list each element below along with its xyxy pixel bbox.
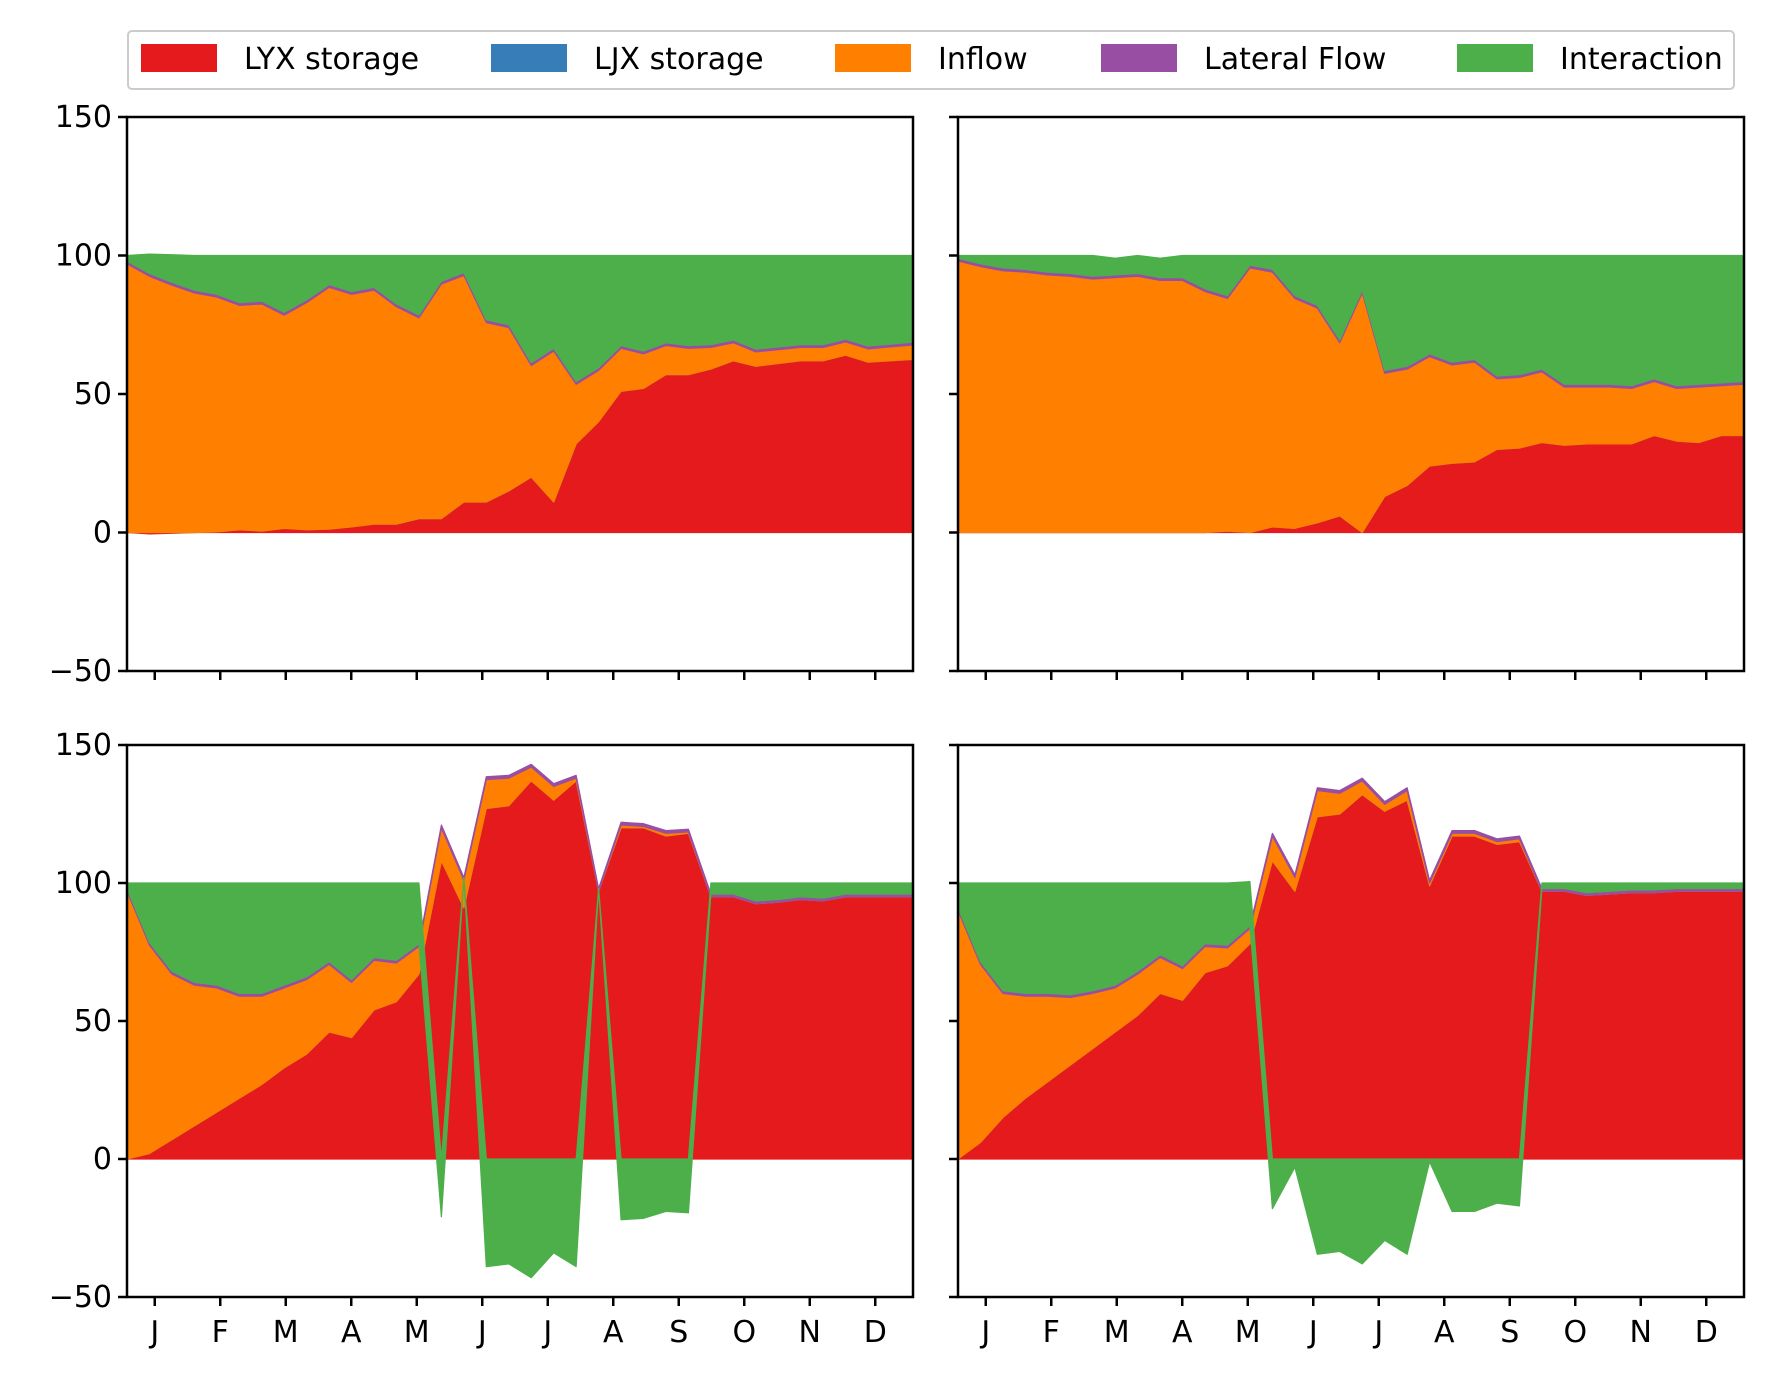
x-tick-label: M bbox=[273, 1315, 299, 1350]
x-tick-label: O bbox=[1563, 1315, 1587, 1350]
y-tick-label: −50 bbox=[49, 654, 112, 689]
legend-item-lateral-flow: Lateral Flow bbox=[1101, 42, 1386, 77]
legend: LYX storage LJX storage Inflow Lateral Flow… bbox=[127, 30, 1735, 90]
plot-area bbox=[127, 763, 913, 1279]
legend-item-inflow: Inflow bbox=[835, 42, 1028, 77]
x-tick-label: J bbox=[148, 1315, 159, 1350]
panel-top-right bbox=[949, 115, 1746, 680]
x-tick-label: D bbox=[864, 1315, 887, 1350]
x-tick-label: F bbox=[1043, 1315, 1060, 1350]
y-tick-label: 50 bbox=[74, 1004, 112, 1039]
x-tick-label: A bbox=[341, 1315, 362, 1350]
y-tick-label: 0 bbox=[93, 1142, 112, 1177]
x-tick-label: M bbox=[404, 1315, 430, 1350]
legend-item-interaction: Interaction bbox=[1457, 42, 1723, 77]
y-tick-label: 100 bbox=[55, 866, 112, 901]
legend-swatch bbox=[1101, 44, 1177, 72]
x-tick-label: J bbox=[1372, 1315, 1383, 1350]
plot-area bbox=[958, 777, 1744, 1265]
y-tick-label: −50 bbox=[49, 1280, 112, 1315]
x-tick-label: J bbox=[476, 1315, 487, 1350]
legend-item-lyx-storage: LYX storage bbox=[141, 42, 419, 77]
x-tick-label: J bbox=[1307, 1315, 1318, 1350]
area-interaction bbox=[127, 253, 913, 383]
x-tick-label: S bbox=[669, 1315, 688, 1350]
x-tick-label: N bbox=[1630, 1315, 1652, 1350]
x-tick-label: A bbox=[1172, 1315, 1193, 1350]
panel-top-left: −50 0 50 100 150 bbox=[49, 100, 915, 689]
x-tick-label: N bbox=[799, 1315, 821, 1350]
legend-label: LYX storage bbox=[244, 42, 419, 77]
legend-label: Lateral Flow bbox=[1204, 42, 1386, 77]
area-interaction bbox=[127, 876, 913, 1279]
x-tick-label: O bbox=[732, 1315, 756, 1350]
plot-area bbox=[958, 254, 1744, 534]
chart-panels: −50 0 50 100 150 −50 0 50 100 150 J F M A M J J A S O N D J F M A… bbox=[49, 100, 1746, 1350]
x-tick-label: A bbox=[1434, 1315, 1455, 1350]
panel-bottom-left: −50 0 50 100 150 J F M A M J J A S O N D bbox=[49, 728, 915, 1350]
y-tick-label: 150 bbox=[55, 100, 112, 135]
legend-swatch bbox=[835, 44, 911, 72]
y-tick-label: 50 bbox=[74, 377, 112, 412]
x-tick-label: D bbox=[1695, 1315, 1718, 1350]
legend-label: LJX storage bbox=[594, 42, 764, 77]
legend-label: Interaction bbox=[1560, 42, 1723, 77]
legend-item-ljx-storage: LJX storage bbox=[491, 42, 764, 77]
y-tick-label: 150 bbox=[55, 728, 112, 763]
legend-swatch bbox=[141, 44, 217, 72]
x-tick-label: F bbox=[212, 1315, 229, 1350]
x-tick-label: A bbox=[603, 1315, 624, 1350]
area-interaction bbox=[958, 254, 1744, 387]
legend-swatch bbox=[491, 44, 567, 72]
x-tick-label: J bbox=[541, 1315, 552, 1350]
x-tick-label: M bbox=[1104, 1315, 1130, 1350]
y-tick-label: 100 bbox=[55, 239, 112, 274]
legend-swatch bbox=[1457, 44, 1533, 72]
x-tick-label: S bbox=[1500, 1315, 1519, 1350]
plot-area bbox=[127, 253, 913, 535]
y-tick-label: 0 bbox=[93, 516, 112, 551]
legend-label: Inflow bbox=[938, 42, 1028, 77]
x-tick-label: J bbox=[979, 1315, 990, 1350]
area-interaction bbox=[958, 881, 1744, 1265]
x-tick-label: M bbox=[1235, 1315, 1261, 1350]
